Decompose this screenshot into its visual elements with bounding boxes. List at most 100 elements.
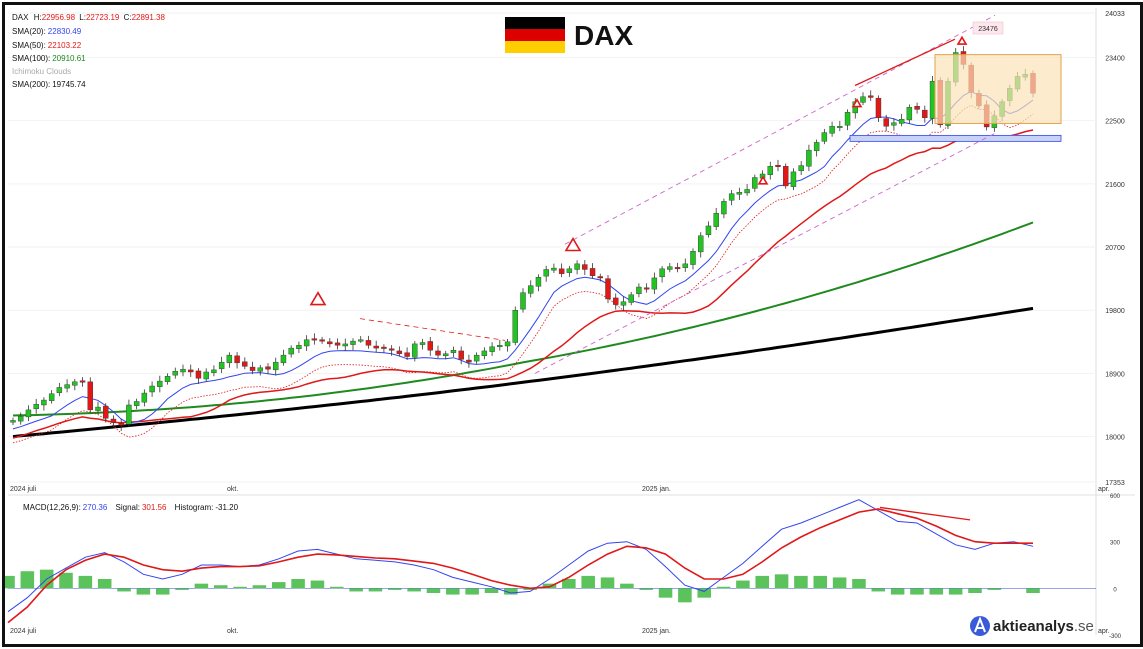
macd-time-axis-label: apr. xyxy=(1098,628,1110,635)
candle-up xyxy=(728,193,735,201)
sma20-value: 22830.49 xyxy=(48,27,82,36)
candle-up xyxy=(721,201,727,215)
macd-tick-label: 0 xyxy=(1113,587,1117,593)
macd-histogram-bar xyxy=(871,588,886,592)
candle-up xyxy=(837,126,843,128)
candle-up xyxy=(280,354,287,364)
macd-histogram-bar xyxy=(465,588,479,595)
legend-l-value: 22723.19 xyxy=(86,13,120,22)
candle-up xyxy=(211,369,217,373)
candle-up xyxy=(203,371,209,380)
candle-down xyxy=(674,267,681,270)
candle-down xyxy=(558,268,565,274)
candle-up xyxy=(813,142,820,152)
candle-up xyxy=(705,225,712,235)
sma100-legend: SMA(100): 20910.61 xyxy=(12,54,86,63)
candle-down xyxy=(311,338,318,341)
candle-up xyxy=(574,263,580,270)
ichimoku-legend: Ichimoku Clouds xyxy=(12,67,71,76)
macd-histogram-bar xyxy=(407,588,421,592)
candle-up xyxy=(157,380,163,387)
macd-histogram-bar xyxy=(213,585,228,589)
candle-up xyxy=(164,375,171,383)
candle-up xyxy=(342,343,348,347)
candle-up xyxy=(33,404,39,410)
candle-down xyxy=(589,268,596,276)
candle-down xyxy=(118,423,124,426)
price-tick-label: 22500 xyxy=(1105,119,1125,126)
candle-up xyxy=(636,286,642,294)
flag-red-stripe xyxy=(505,29,565,41)
candle-up xyxy=(64,384,70,389)
candle-down xyxy=(883,118,889,127)
candle-up xyxy=(667,266,673,270)
candle-up xyxy=(844,112,851,126)
sma50-value: 22103.22 xyxy=(48,41,82,50)
macd-histogram-bar xyxy=(349,588,363,592)
candle-down xyxy=(875,97,882,119)
macd-histogram-bar xyxy=(813,575,828,589)
warning-triangle-icon xyxy=(851,98,863,108)
candle-up xyxy=(497,345,503,348)
candle-up xyxy=(56,387,63,393)
candle-up xyxy=(767,166,773,175)
macd-time-axis-label: okt. xyxy=(227,628,238,635)
candle-down xyxy=(188,369,194,373)
candle-down xyxy=(404,352,410,357)
candle-up xyxy=(288,347,294,355)
macd-divergence-line xyxy=(879,506,971,521)
warning-triangle-icon xyxy=(309,291,327,306)
candle-down xyxy=(195,370,202,379)
candle-down xyxy=(110,418,117,423)
consolidation-box xyxy=(934,54,1062,124)
candle-up xyxy=(566,268,573,273)
peak-label-box xyxy=(972,21,1004,35)
legend-h-label: H: xyxy=(34,13,42,22)
macd-histogram-bar xyxy=(678,588,692,603)
time-axis-label: apr. xyxy=(1098,486,1110,493)
candle-up xyxy=(149,385,155,393)
legend-symbol: DAX xyxy=(12,13,29,22)
downtrend-line xyxy=(359,318,506,341)
candle-up xyxy=(481,350,488,357)
macd-histogram-bar xyxy=(697,588,711,598)
candle-up xyxy=(218,361,225,370)
candle-down xyxy=(427,341,433,351)
candle-up xyxy=(303,339,310,347)
warning-triangle-icon xyxy=(564,237,582,252)
macd-histogram-bar xyxy=(716,586,731,589)
time-axis-label: okt. xyxy=(227,486,238,493)
candle-up xyxy=(10,420,16,423)
macd-tick-label: 600 xyxy=(1110,494,1121,500)
macd-tick-label: 300 xyxy=(1110,541,1121,547)
warning-triangle-icon xyxy=(757,175,769,185)
candle-up xyxy=(504,341,511,347)
macd-histogram-bar xyxy=(562,579,576,589)
candle-up xyxy=(450,350,457,353)
candle-up xyxy=(473,354,480,362)
macd-histogram-bar xyxy=(117,588,131,592)
macd-time-axis-label: 2024 juli xyxy=(10,628,37,635)
macd-histogram-bar xyxy=(368,588,383,592)
title-group: DAX xyxy=(505,17,633,53)
macd-histogram-bar xyxy=(20,571,35,589)
candle-up xyxy=(628,294,634,303)
sma50-line xyxy=(12,129,1034,439)
candle-down xyxy=(458,350,464,360)
candle-up xyxy=(273,361,279,371)
macd-signal-line xyxy=(7,508,1033,624)
macd-histogram-bar xyxy=(59,572,73,589)
macd-histogram-bar xyxy=(736,580,750,589)
candle-down xyxy=(249,366,256,371)
macd-histogram-bar xyxy=(446,588,460,595)
sma200-label: SMA(200): xyxy=(12,80,50,89)
chart-title: DAX xyxy=(574,20,633,51)
legend-l-label: L: xyxy=(79,13,86,22)
candle-up xyxy=(296,345,302,350)
macd-histogram-bar xyxy=(774,574,789,589)
price-tick-label: 21600 xyxy=(1105,182,1125,189)
candle-up xyxy=(682,263,688,268)
macd-histogram-bar xyxy=(910,588,924,595)
channel-lower-line xyxy=(534,132,996,374)
candle-up xyxy=(18,416,24,422)
